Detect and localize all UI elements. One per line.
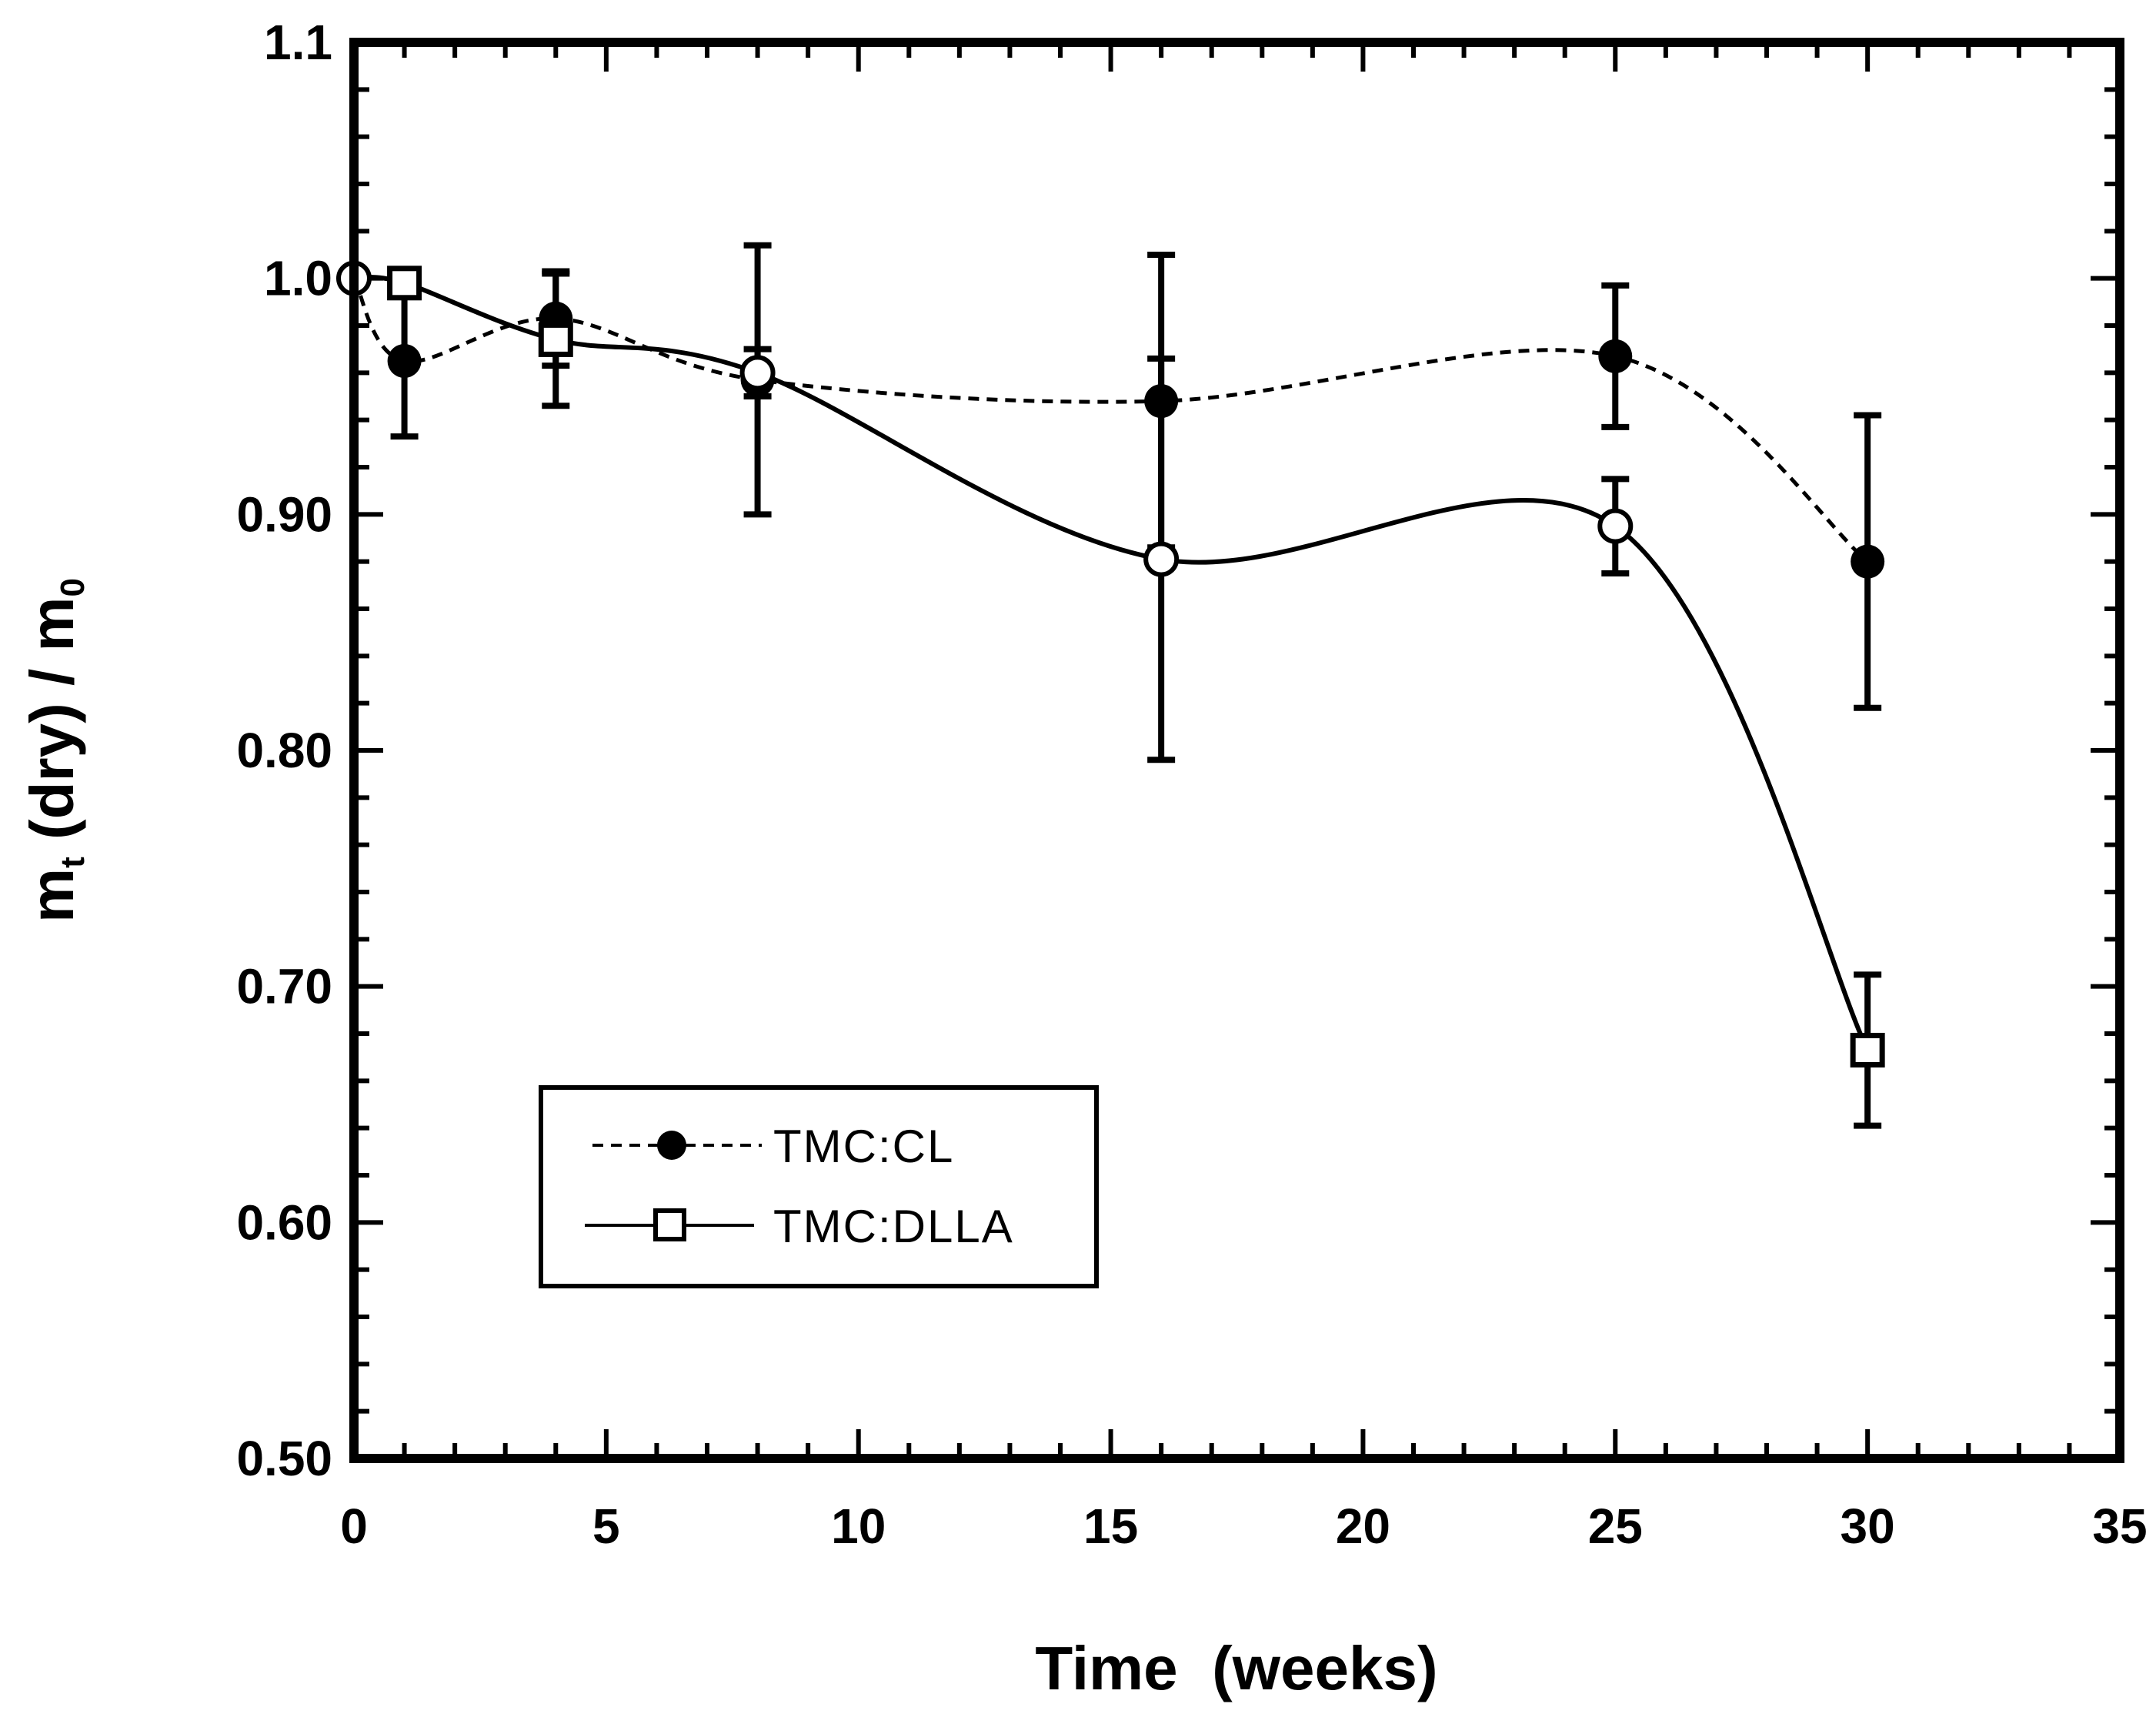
series-layer xyxy=(352,275,1870,1051)
y-tick-label-0.90: 0.90 xyxy=(236,486,332,542)
x-tick-label-25: 25 xyxy=(1588,1498,1643,1554)
point-tmc-dlla-1 xyxy=(387,266,422,301)
legend: TMC:CL TMC:DLLA xyxy=(539,1085,1099,1288)
y-axis-title-m: m xyxy=(18,868,86,923)
markers xyxy=(336,260,1885,1067)
point-tmc-dlla-6 xyxy=(1850,1032,1885,1067)
point-tmc-cl-1 xyxy=(387,344,422,378)
y-tick-label-0.80: 0.80 xyxy=(236,723,332,778)
x-tick-label-10: 10 xyxy=(831,1498,886,1554)
x-tick-label-30: 30 xyxy=(1841,1498,1895,1554)
x-tick-label-5: 5 xyxy=(592,1498,620,1554)
legend-marker-tmc-dlla xyxy=(653,1208,686,1241)
x-tick-label-0: 0 xyxy=(340,1498,368,1554)
y-tick-label-0.50: 0.50 xyxy=(236,1431,332,1486)
y-axis-title-sub-t: t xyxy=(54,857,92,868)
tick-labels: 0 5 10 15 20 25 30 35 0.50 0.60 0.70 0.80 0.90 1.0 1.1 xyxy=(236,15,2147,1554)
point-tmc-cl-4 xyxy=(1144,384,1179,419)
point-tmc-dlla-5 xyxy=(1597,508,1634,544)
legend-label-tmc-cl: TMC:CL xyxy=(773,1121,954,1172)
plot-frame xyxy=(349,38,2124,1463)
point-tmc-dlla-3 xyxy=(739,355,776,391)
series-line-tmc-dlla xyxy=(353,275,1870,1051)
x-tick-label-20: 20 xyxy=(1336,1498,1390,1554)
point-tmc-dlla-2 xyxy=(538,322,573,357)
y-tick-label-1.1: 1.1 xyxy=(264,15,332,70)
point-tmc-dlla-4 xyxy=(1143,541,1180,577)
x-tick-label-35: 35 xyxy=(2092,1498,2147,1554)
y-tick-label-0.60: 0.60 xyxy=(236,1194,332,1250)
y-axis-title-middle: (dry) / m xyxy=(18,596,86,857)
y-axis-title: mt (dry) / m0 xyxy=(18,578,92,923)
legend-label-tmc-dlla: TMC:DLLA xyxy=(773,1201,1014,1252)
y-tick-label-0.70: 0.70 xyxy=(236,959,332,1014)
point-tmc-cl-6 xyxy=(1851,544,1885,579)
y-axis-title-sub-0: 0 xyxy=(54,578,92,596)
x-tick-label-15: 15 xyxy=(1083,1498,1138,1554)
legend-box xyxy=(539,1085,1099,1288)
y-tick-label-1.0: 1.0 xyxy=(264,251,332,306)
legend-marker-tmc-cl xyxy=(657,1131,686,1160)
x-axis-title: Time (weeks) xyxy=(1035,1634,1437,1702)
point-tmc-cl-5 xyxy=(1598,339,1633,373)
